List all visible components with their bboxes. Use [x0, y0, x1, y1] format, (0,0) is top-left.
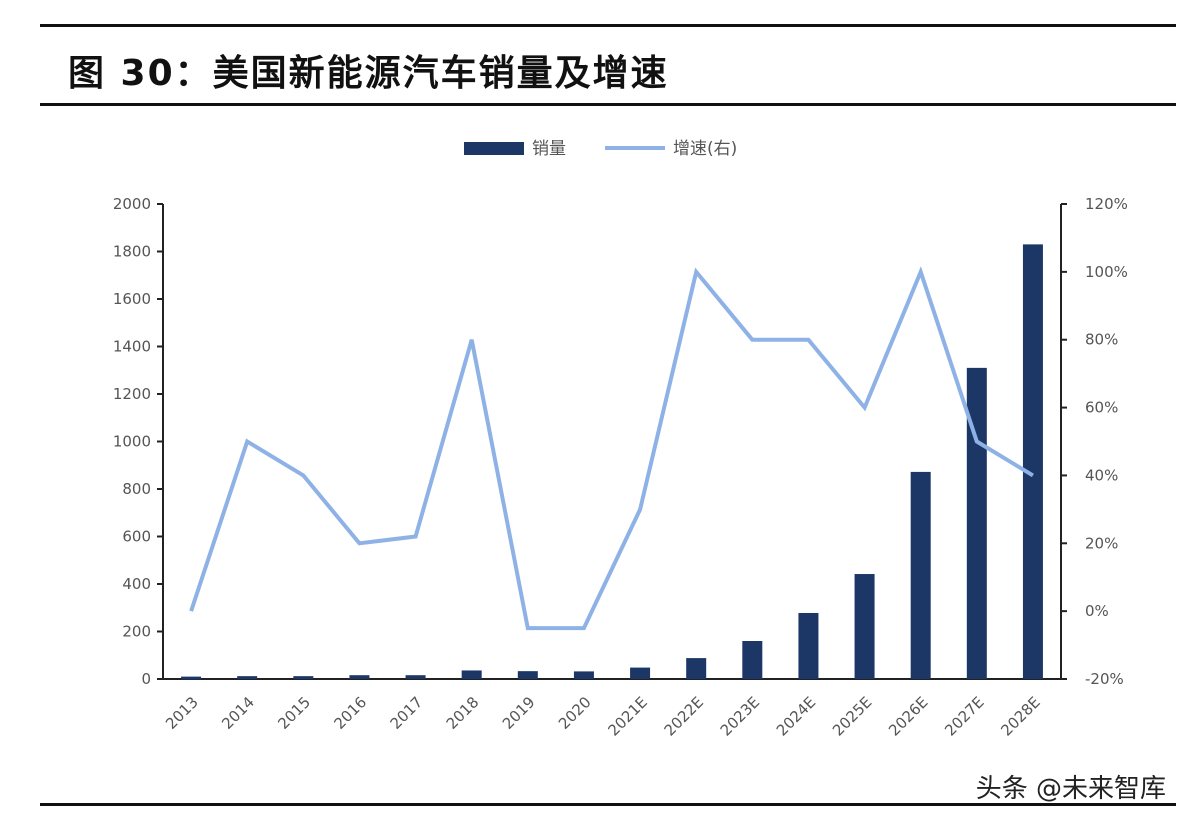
- bottom-rule: [40, 803, 1176, 806]
- right-tick-label: 100%: [1085, 263, 1128, 281]
- right-tick-label: 60%: [1085, 399, 1118, 417]
- right-tick-label: 40%: [1085, 466, 1118, 484]
- legend-line-label: 增速(右): [673, 139, 737, 159]
- x-tick-label: 2018: [443, 693, 483, 733]
- legend-bar-label: 销量: [532, 139, 566, 159]
- left-tick-label: 400: [122, 575, 151, 593]
- x-ticks: 2013 2014 2015 2016 2017 2018 2019 2020 2021E 202…: [162, 693, 1044, 739]
- chart: 销量 增速(右) 0 200 400 600 800 1000 1200 1400 1600 18…: [113, 139, 1128, 740]
- x-tick-label: 2020: [555, 693, 595, 733]
- right-tick-label: 0%: [1085, 602, 1109, 620]
- left-tick-label: 1600: [113, 290, 151, 308]
- bar-2013: [181, 676, 202, 680]
- x-tick-label: 2024E: [773, 693, 819, 739]
- x-tick-label: 2013: [162, 693, 202, 733]
- x-tick-label: 2025E: [829, 693, 875, 739]
- growth-line: [189, 266, 1034, 631]
- bar-2022E: [686, 658, 707, 679]
- title-rule: [40, 103, 1176, 106]
- bar-2023E: [742, 641, 763, 679]
- right-tick-label: 20%: [1085, 534, 1118, 552]
- bars: [181, 244, 1043, 680]
- bar-2028E: [1022, 244, 1043, 679]
- bar-2026E: [910, 471, 931, 679]
- left-tick-label: 2000: [113, 195, 151, 213]
- left-tick-label: 0: [141, 670, 151, 688]
- x-tick-label: 2021E: [604, 693, 650, 739]
- watermark: 头条 @未来智库: [975, 774, 1166, 804]
- bar-2017: [405, 675, 426, 679]
- x-tick-label: 2027E: [941, 693, 987, 739]
- bar-2019: [517, 671, 538, 679]
- x-tick-label: 2022E: [661, 693, 707, 739]
- x-tick-label: 2017: [387, 693, 427, 733]
- left-tick-label: 1200: [113, 385, 151, 403]
- bar-2025E: [854, 574, 875, 679]
- x-tick-label: 2023E: [717, 693, 763, 739]
- left-ticks: 0 200 400 600 800 1000 1200 1400 1600 1800 2000: [113, 195, 163, 688]
- left-tick-label: 600: [122, 528, 151, 546]
- legend: 销量 增速(右): [464, 139, 737, 159]
- bar-2018: [461, 670, 482, 679]
- left-tick-label: 1000: [113, 433, 151, 451]
- top-rule: [40, 24, 1176, 27]
- legend-bar-swatch: [464, 142, 524, 155]
- bar-2015: [293, 676, 314, 680]
- left-tick-label: 200: [122, 623, 151, 641]
- bar-2021E: [630, 667, 651, 679]
- bar-2014: [237, 676, 258, 680]
- right-ticks: -20% 0% 20% 40% 60% 80% 100% 120%: [1061, 195, 1128, 688]
- x-tick-label: 2019: [499, 693, 539, 733]
- right-tick-label: -20%: [1085, 670, 1124, 688]
- x-tick-label: 2016: [331, 693, 371, 733]
- bar-2024E: [798, 612, 819, 679]
- x-tick-label: 2026E: [885, 693, 931, 739]
- left-tick-label: 1400: [113, 338, 151, 356]
- x-tick-label: 2015: [274, 693, 314, 733]
- left-tick-label: 800: [122, 480, 151, 498]
- left-tick-label: 1800: [113, 243, 151, 261]
- right-tick-label: 120%: [1085, 195, 1128, 213]
- right-tick-label: 80%: [1085, 331, 1118, 349]
- x-tick-label: 2014: [218, 693, 258, 733]
- bar-2020: [573, 671, 594, 679]
- x-tick-label: 2028E: [997, 693, 1043, 739]
- bar-2016: [349, 675, 370, 679]
- figure-title: 图 30：美国新能源汽车销量及增速: [68, 53, 669, 94]
